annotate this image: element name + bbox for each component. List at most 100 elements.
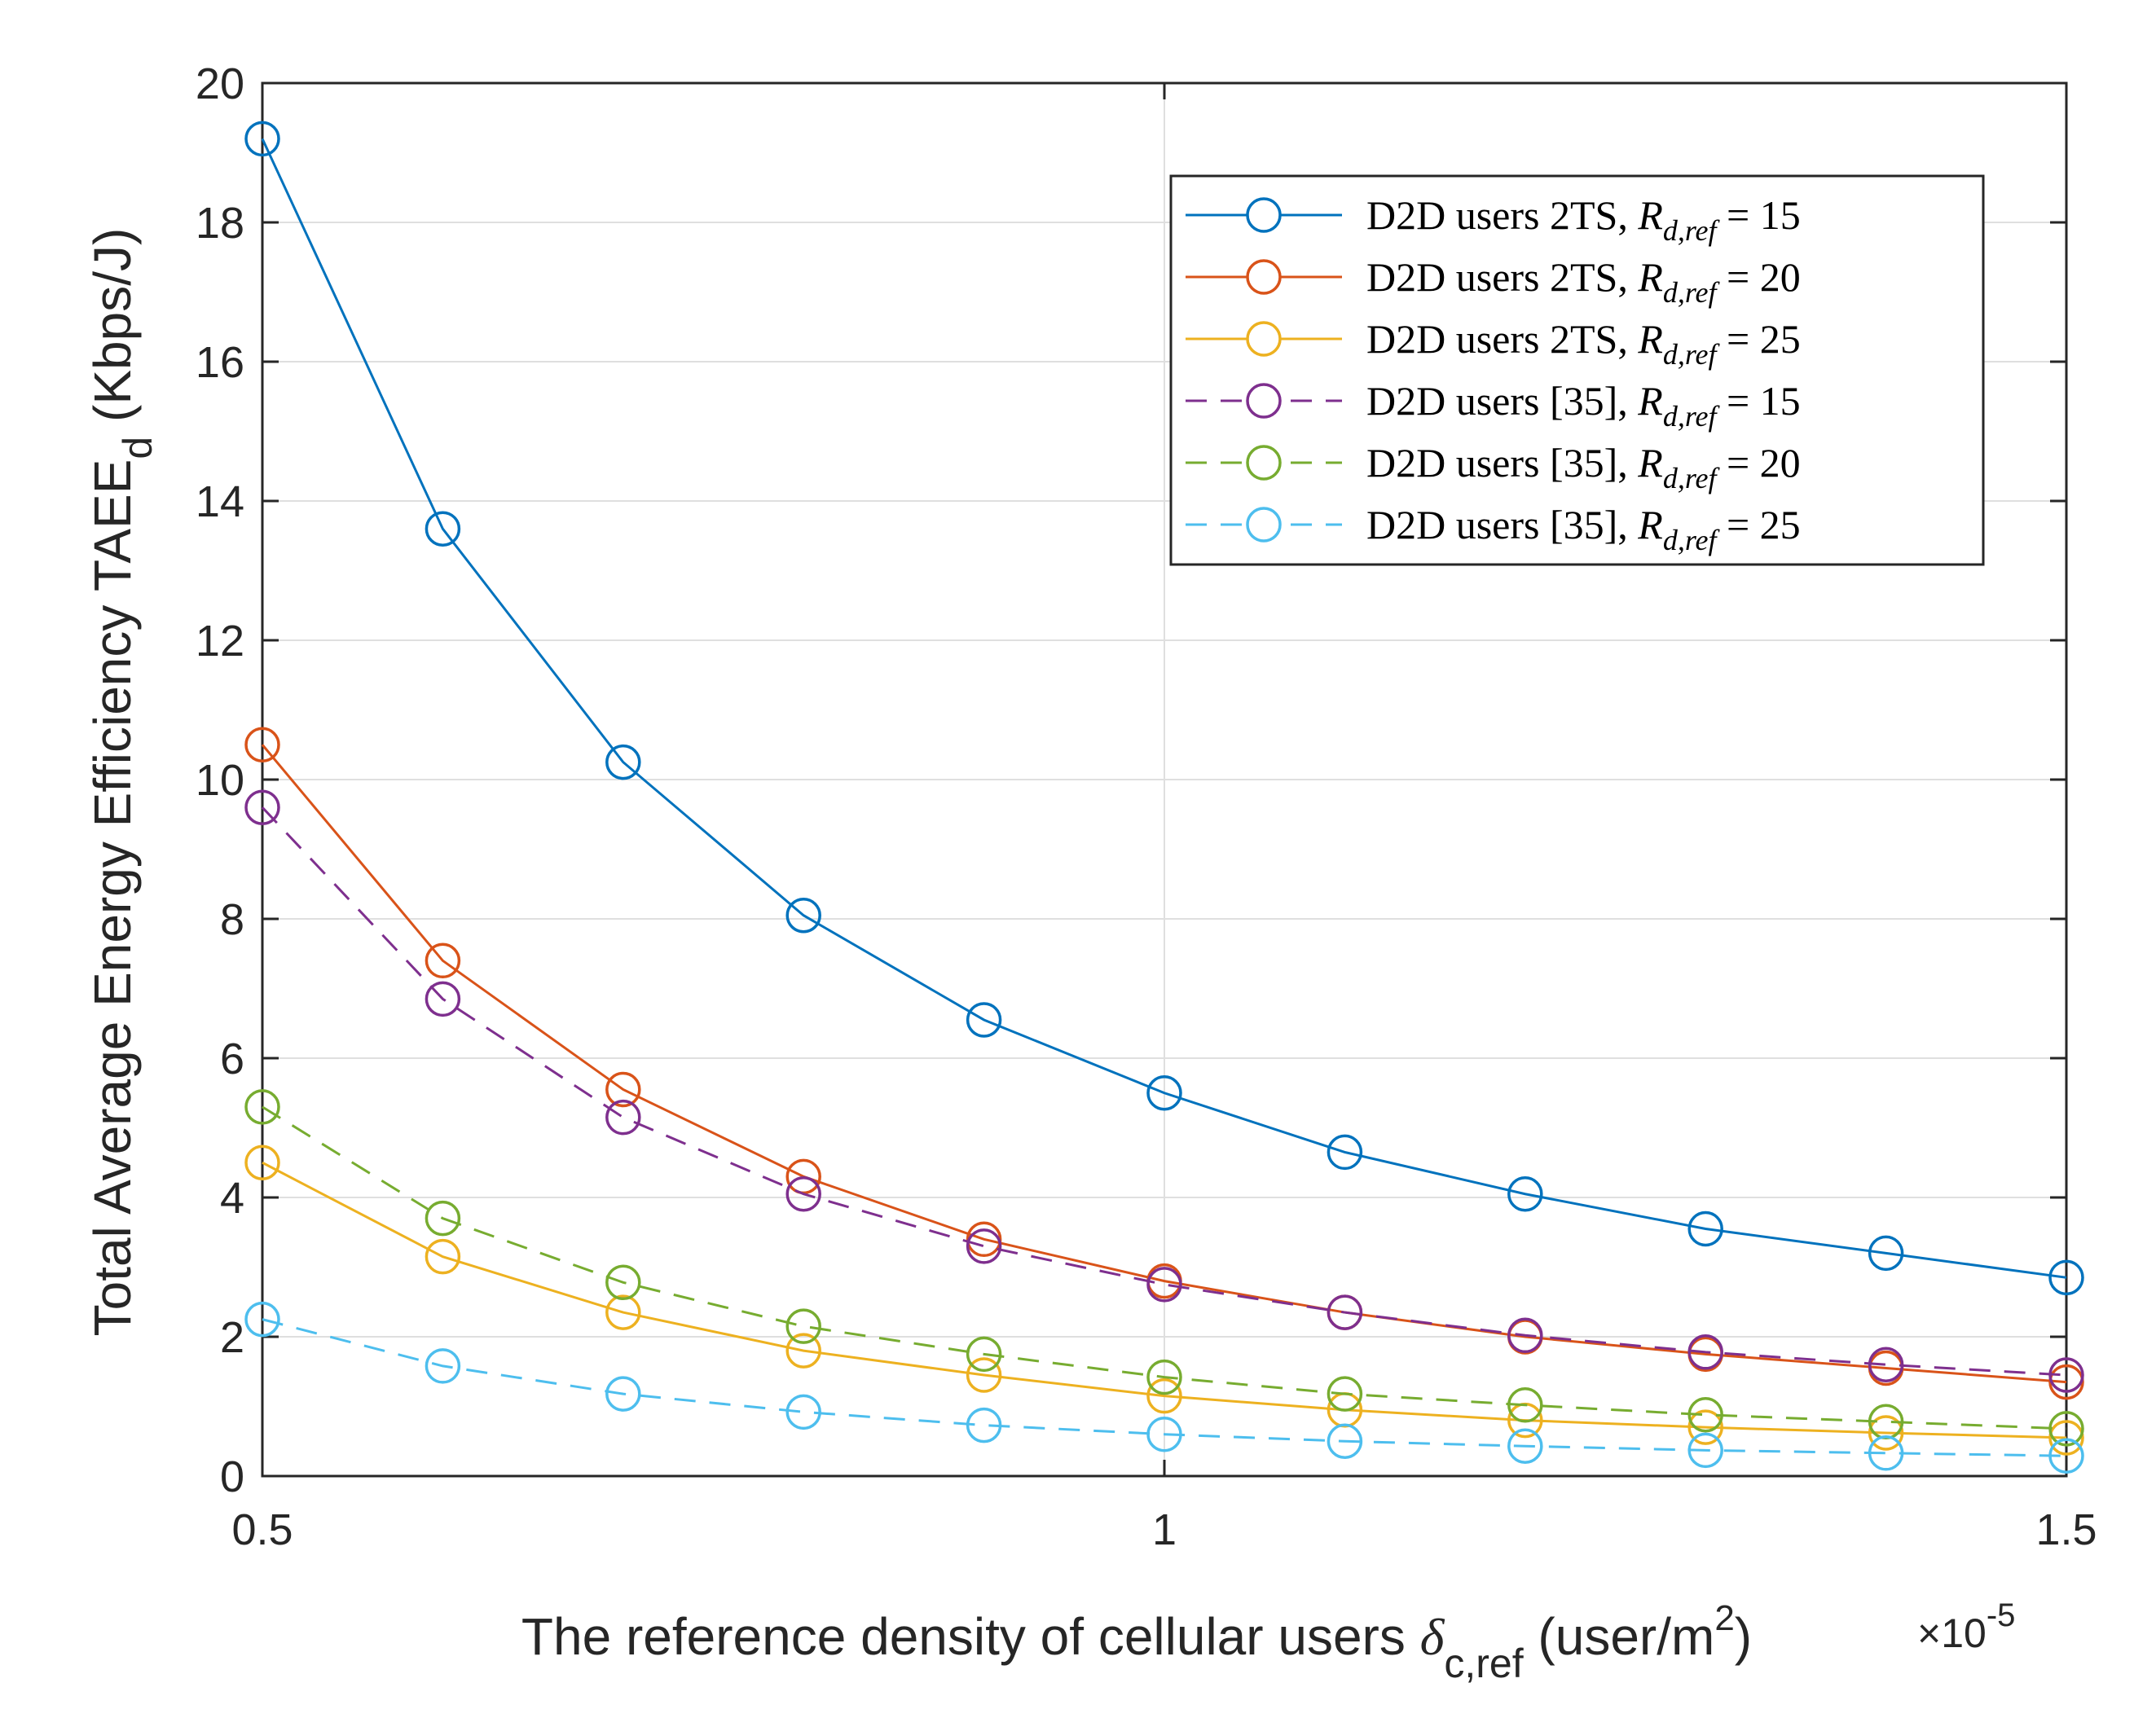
x-tick-label: 1.5 bbox=[2035, 1505, 2097, 1554]
legend-label: D2D users 2TS, Rd,ref = 15 bbox=[1366, 192, 1801, 247]
data-point bbox=[1687, 1397, 1723, 1433]
y-tick-label: 8 bbox=[220, 895, 244, 944]
x-axis-title-subscript: c,ref bbox=[1444, 1641, 1523, 1686]
legend-marker bbox=[1246, 445, 1282, 481]
y-axis-title-main: Total Average Energy Efficiency TAEE bbox=[83, 459, 142, 1337]
series-group bbox=[244, 121, 2084, 1474]
x-axis-multiplier-exponent: -5 bbox=[1987, 1597, 2016, 1633]
x-axis-title-main: The reference density of cellular users bbox=[521, 1607, 1420, 1666]
data-point bbox=[966, 1228, 1002, 1264]
data-point bbox=[605, 744, 641, 780]
data-point bbox=[425, 1238, 461, 1275]
series-line bbox=[262, 1105, 2067, 1430]
legend-label-name: D2D users [35], bbox=[1366, 502, 1638, 547]
data-point bbox=[244, 121, 280, 157]
data-point bbox=[966, 1357, 1002, 1393]
data-point bbox=[425, 1200, 461, 1237]
series-line bbox=[261, 138, 2067, 1279]
data-point bbox=[966, 1002, 1002, 1038]
data-point bbox=[605, 1099, 641, 1136]
legend-label-subscript: d,ref bbox=[1663, 400, 1721, 433]
axes bbox=[261, 81, 2068, 1478]
data-point bbox=[1507, 1175, 1543, 1212]
legend-label-value: = 15 bbox=[1717, 192, 1801, 238]
legend-label-symbol: R bbox=[1637, 440, 1663, 486]
data-point bbox=[785, 897, 821, 934]
legend-label: D2D users [35], Rd,ref = 15 bbox=[1366, 378, 1801, 433]
data-point bbox=[1327, 1376, 1363, 1412]
data-point bbox=[2048, 1411, 2084, 1447]
data-point bbox=[1868, 1435, 1904, 1471]
data-point bbox=[605, 1376, 641, 1412]
data-point bbox=[1146, 1377, 1182, 1414]
series-4 bbox=[244, 789, 2084, 1393]
data-point bbox=[1507, 1387, 1543, 1423]
data-point bbox=[2048, 1438, 2084, 1474]
legend-marker bbox=[1246, 197, 1282, 233]
legend-label-subscript: d,ref bbox=[1663, 524, 1721, 556]
legend-item-3: D2D users 2TS, Rd,ref = 25 bbox=[1186, 316, 1801, 371]
data-point bbox=[425, 981, 461, 1017]
legend-label-name: D2D users [35], bbox=[1366, 440, 1638, 486]
legend-label-symbol: R bbox=[1637, 378, 1663, 424]
data-point bbox=[1687, 1409, 1723, 1445]
legend-label-value: = 25 bbox=[1716, 502, 1800, 547]
y-tick-label: 20 bbox=[196, 59, 244, 108]
data-point bbox=[605, 1294, 641, 1330]
legend-label-name: D2D users 2TS, bbox=[1366, 316, 1638, 362]
legend-label-subscript: d,ref bbox=[1663, 276, 1721, 309]
data-point bbox=[785, 1308, 821, 1344]
data-point bbox=[966, 1336, 1002, 1373]
y-tick-label: 2 bbox=[220, 1313, 244, 1362]
x-axis-title-unit-sup: 2 bbox=[1714, 1598, 1734, 1638]
legend-label-value: = 20 bbox=[1717, 254, 1801, 300]
data-point bbox=[425, 942, 461, 979]
legend-label: D2D users [35], Rd,ref = 20 bbox=[1366, 440, 1801, 494]
y-tick-label: 18 bbox=[196, 199, 244, 248]
series-5 bbox=[244, 1089, 2084, 1447]
legend-label-name: D2D users 2TS, bbox=[1366, 192, 1638, 238]
legend-label-symbol: R bbox=[1637, 192, 1663, 238]
series-1 bbox=[244, 121, 2084, 1296]
data-point bbox=[966, 1407, 1002, 1443]
legend-marker bbox=[1246, 383, 1282, 419]
data-point bbox=[425, 511, 461, 547]
series-line bbox=[261, 744, 2067, 1384]
legend-marker bbox=[1246, 507, 1282, 543]
legend-box bbox=[1169, 174, 1985, 566]
legend-item-1: D2D users 2TS, Rd,ref = 15 bbox=[1186, 192, 1801, 247]
data-point bbox=[605, 1071, 641, 1108]
data-point bbox=[785, 1394, 821, 1430]
data-point bbox=[1687, 1211, 1723, 1247]
legend-label-subscript: d,ref bbox=[1663, 338, 1721, 371]
data-point bbox=[244, 1089, 280, 1125]
series-line bbox=[261, 806, 2067, 1377]
legend-label-subscript: d,ref bbox=[1663, 462, 1721, 494]
legend-label: D2D users 2TS, Rd,ref = 25 bbox=[1366, 316, 1801, 371]
data-point bbox=[1327, 1294, 1363, 1330]
data-point bbox=[1146, 1075, 1182, 1111]
data-point bbox=[1327, 1423, 1363, 1459]
legend-label-symbol: R bbox=[1637, 502, 1663, 547]
y-tick-label: 4 bbox=[220, 1174, 244, 1223]
legend-label-value: = 20 bbox=[1716, 440, 1800, 486]
data-point bbox=[1146, 1359, 1182, 1395]
data-point bbox=[425, 1348, 461, 1384]
legend-marker bbox=[1246, 259, 1282, 295]
data-point bbox=[2048, 1364, 2084, 1400]
legend-label-symbol: R bbox=[1637, 254, 1663, 300]
data-point bbox=[244, 1301, 280, 1338]
data-point bbox=[1868, 1235, 1904, 1272]
series-line bbox=[262, 1318, 2067, 1457]
y-tick-label: 6 bbox=[220, 1035, 244, 1083]
legend-label: D2D users [35], Rd,ref = 25 bbox=[1366, 502, 1801, 556]
y-tick-label: 12 bbox=[196, 617, 244, 666]
y-axis-title-subscript: d bbox=[115, 437, 161, 459]
data-point bbox=[244, 789, 280, 825]
legend-label: D2D users 2TS, Rd,ref = 20 bbox=[1366, 254, 1801, 309]
series-line bbox=[262, 1161, 2067, 1439]
y-tick-label: 14 bbox=[196, 477, 244, 526]
x-axis-title-symbol: δ bbox=[1420, 1608, 1445, 1666]
data-point bbox=[605, 1264, 641, 1301]
